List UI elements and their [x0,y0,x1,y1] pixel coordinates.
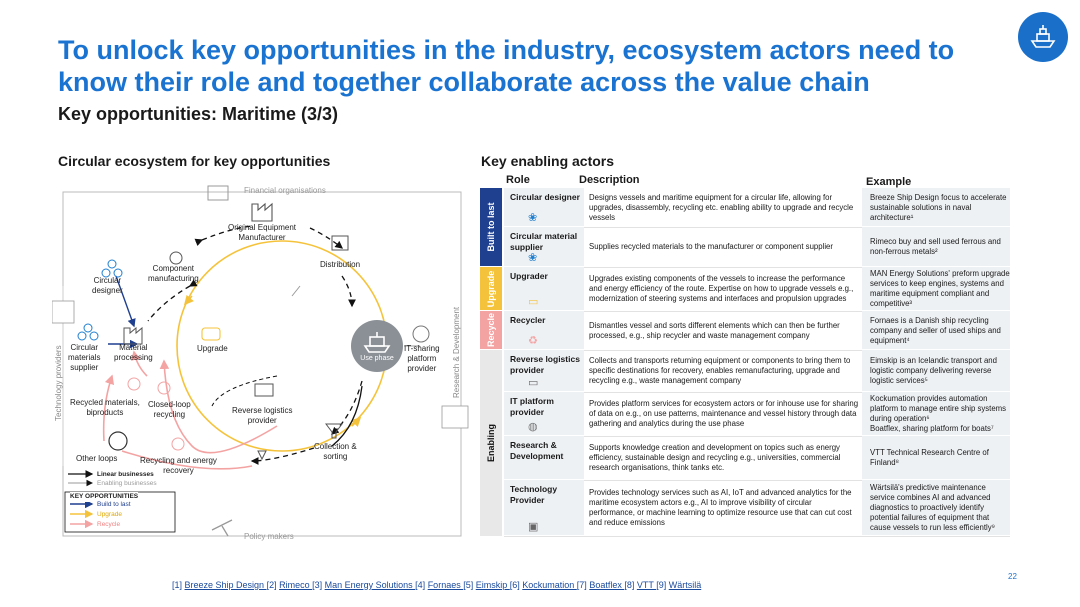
recycled-materials-label: Recycled materials, biproducts [70,398,140,418]
col-header-description: Description [579,174,640,186]
footer-ref-link[interactable]: Breeze Ship Design [185,580,267,590]
table-row: Upgrader ▭ Upgrades existing components of… [504,267,1010,312]
financial-label: Financial organisations [244,186,326,196]
footer-ref-number: [8] [624,580,637,590]
example-cell: Eimskip is an Icelandic transport and lo… [870,356,1010,386]
use-phase-label: Use phase [357,354,397,364]
description-cell: Provides platform services for ecosystem… [589,399,859,429]
page-title: To unlock key opportunities in the indus… [58,34,1018,98]
footer-ref-link[interactable]: Wärtsilä [669,580,702,590]
financial-icon [208,186,228,200]
distribution-label: Distribution [320,260,360,270]
example-cell: Fornaes is a Danish ship recycling compa… [870,316,1010,346]
band-upgrade: Upgrade [480,267,502,310]
factory-icon [252,204,272,221]
other-loops-label: Other loops [76,454,117,464]
example-cell: Rimeco buy and sell used ferrous and non… [870,237,1010,257]
table-row: Research & Development Supports knowledge… [504,436,1010,481]
ship-logo-icon [1018,12,1068,62]
role-icon: ▭ [528,376,538,389]
example-cell: VTT Technical Research Centre of Finland… [870,448,1010,468]
description-cell: Dismantles vessel and sorts different el… [589,321,859,341]
role-cell: Upgrader [510,271,580,282]
role-icon: ❀ [528,251,537,264]
footer-ref-link[interactable]: Man Energy Solutions [325,580,416,590]
role-cell: Reverse logistics provider [510,354,580,376]
description-cell: Upgrades existing components of the vess… [589,274,859,304]
example-cell: Wärtsilä's predictive maintenance servic… [870,483,1010,533]
table-row: Technology Provider ▣ Provides technology … [504,480,1010,537]
role-icon: ♻ [528,334,538,347]
legend-upgrade: Upgrade [97,510,122,520]
role-cell: Technology Provider [510,484,580,506]
role-icon: ◍ [528,420,538,433]
legend-enabling: Enabling businesses [97,479,157,489]
closed-loop-label: Closed-loop recycling [148,400,191,420]
band-recycle: Recycle [480,311,502,349]
page-subtitle: Key opportunities: Maritime (3/3) [58,104,338,125]
band-enabling: Enabling [480,350,502,536]
tech-providers-label: Technology providers [54,345,63,421]
page-number: 22 [1008,572,1017,581]
col-header-example: Example [866,176,911,188]
rnd-label: Research & Development [452,307,461,398]
right-section-title: Key enabling actors [481,153,614,169]
it-sharing-label: IT-sharing platform provider [404,344,440,374]
footer-ref-number: [3] [312,580,325,590]
example-cell: Kockumation provides automation platform… [870,394,1010,434]
description-cell: Supports knowledge creation and developm… [589,443,859,473]
footer-ref-number: [2] [267,580,280,590]
left-section-title: Circular ecosystem for key opportunities [58,153,330,169]
footer-references: [1] Breeze Ship Design [2] Rimeco [3] Ma… [172,580,701,590]
table-row: Circular material supplier ❀ Supplies recy… [504,227,1010,268]
footer-ref-number: [7] [577,580,590,590]
footer-ref-link[interactable]: Fornaes [428,580,464,590]
example-cell: Breeze Ship Design focus to accelerate s… [870,193,1010,223]
circular-ecosystem-diagram: Financial organisations Original Equipme… [52,176,472,556]
table-row: IT platform provider ◍ Provides platform s… [504,392,1010,437]
description-cell: Collects and transports returning equipm… [589,356,859,386]
band-build-to-last: Built to last [480,188,502,266]
description-cell: Designs vessels and maritime equipment f… [589,193,859,223]
collection-label: Collection & sorting [314,442,357,462]
description-cell: Supplies recycled materials to the manuf… [589,242,859,252]
role-cell: Circular material supplier [510,231,580,253]
footer-ref-number: [9] [656,580,669,590]
footer-ref-link[interactable]: Boatflex [589,580,624,590]
footer-ref-link[interactable]: VTT [637,580,656,590]
role-cell: Research & Development [510,440,580,462]
role-cell: Circular designer [510,192,580,203]
circular-supplier-label: Circular materials supplier [68,343,100,373]
description-cell: Provides technology services such as AI,… [589,488,859,528]
footer-ref-link[interactable]: Eimskip [476,580,510,590]
component-label: Component manufacturing [148,264,199,284]
table-row: Recycler ♻ Dismantles vessel and sorts dif… [504,311,1010,351]
legend-recycle: Recycle [97,520,120,530]
role-icon: ▭ [528,295,538,308]
example-cell: MAN Energy Solutions' preform upgrade se… [870,269,1010,309]
footer-ref-link[interactable]: Rimeco [279,580,312,590]
role-icon: ▣ [528,520,538,533]
role-cell: Recycler [510,315,580,326]
footer-ref-link[interactable]: Kockumation [522,580,577,590]
col-header-role: Role [506,174,530,186]
table-row: Circular designer ❀ Designs vessels and ma… [504,188,1010,228]
table-row: Reverse logistics provider ▭ Collects and … [504,350,1010,393]
footer-ref-number: [6] [510,580,523,590]
circular-designer-label: Circular designer [92,276,123,296]
footer-ref-number: [1] [172,580,185,590]
role-icon: ❀ [528,211,537,224]
reverse-logistics-label: Reverse logistics provider [232,406,292,426]
role-cell: IT platform provider [510,396,580,418]
oem-label: Original Equipment Manufacturer [212,223,312,243]
policy-label: Policy makers [244,532,294,542]
footer-ref-number: [4] [415,580,428,590]
upgrade-label: Upgrade [197,344,228,354]
material-processing-label: Material processing [114,343,153,363]
legend-build: Build to last [97,500,131,510]
footer-ref-number: [5] [463,580,476,590]
